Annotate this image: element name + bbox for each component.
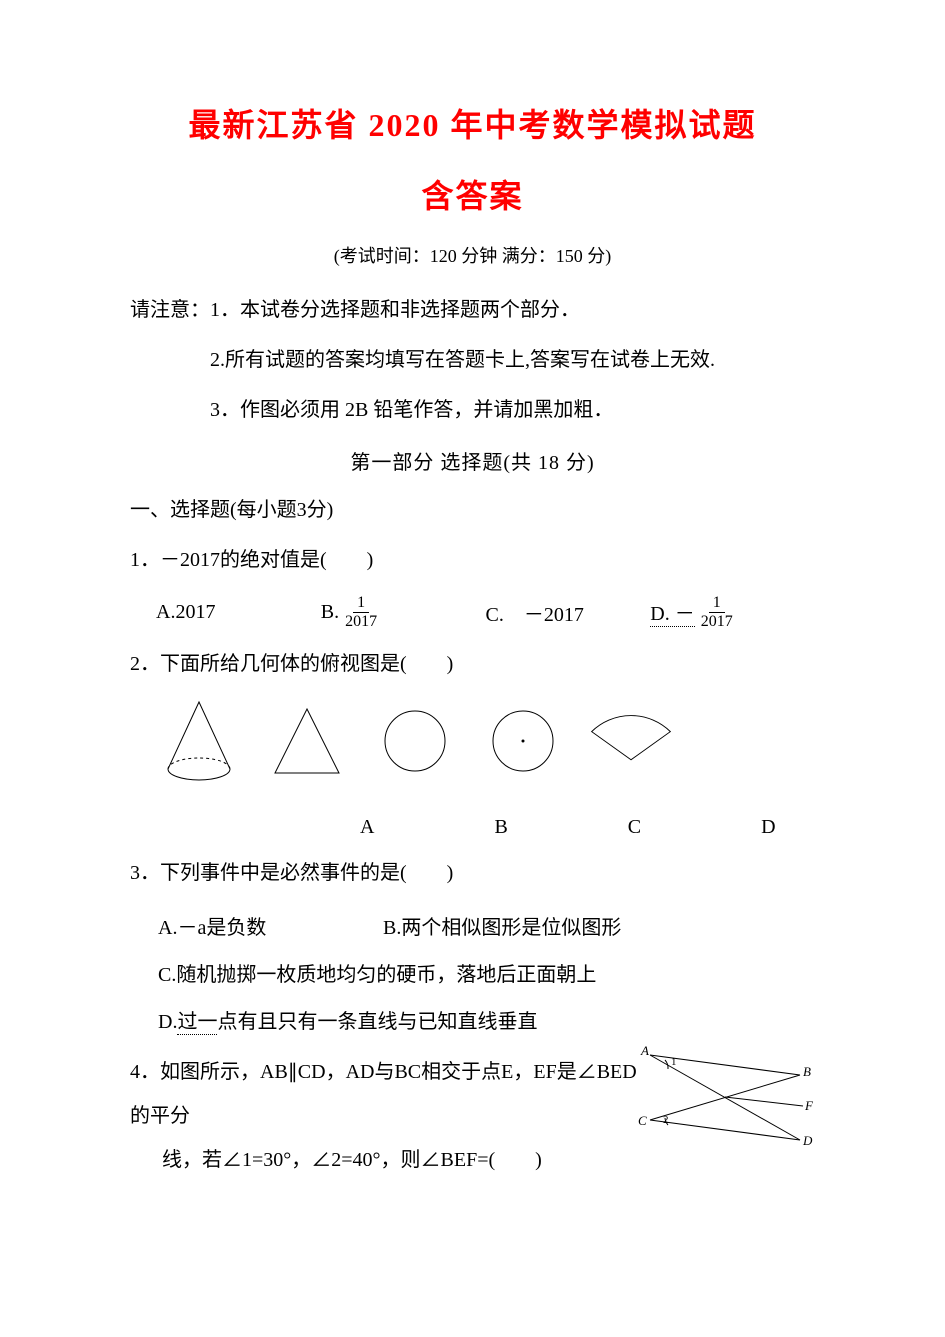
fig-label-B: B	[803, 1064, 811, 1079]
q1-opt-b-fraction: 1 2017	[341, 594, 381, 630]
doc-title-line2: 含答案	[130, 171, 815, 217]
question-2: 2．下面所给几何体的俯视图是( )	[130, 644, 815, 684]
q1-option-b: B. 1 2017	[321, 594, 486, 630]
q4-line2: 线，若∠1=30°，∠2=40°，则∠BEF=( )	[130, 1138, 645, 1182]
doc-title-line1: 最新江苏省 2020 年中考数学模拟试题	[130, 100, 815, 146]
section1-label: 一、选择题(每小题3分)	[130, 493, 815, 522]
notice-line-3: 3．作图必须用 2B 铅笔作答，并请加黑加粗．	[130, 388, 815, 432]
q3-opt-b: B.两个相似图形是位似图形	[383, 917, 621, 939]
q1-option-a: A.2017	[156, 594, 321, 630]
question-2-shapes	[130, 696, 815, 786]
q1-opt-d-den: 2017	[697, 613, 737, 631]
q2-label-c: C	[628, 816, 641, 839]
notice-line-2: 2.所有试题的答案均填写在答题卡上,答案写在试卷上无效.	[130, 338, 815, 382]
question-4-text: 4．如图所示，AB∥CD，AD与BC相交于点E，EF是∠BED的平分 线，若∠1…	[130, 1050, 645, 1182]
fig-label-A: A	[640, 1043, 649, 1058]
q1-opt-d-label: D. －	[650, 597, 694, 627]
question-1: 1．－2017的绝对值是( )	[130, 540, 815, 580]
q3-opt-d-prefix: D.	[158, 1011, 177, 1033]
fig-label-C: C	[638, 1113, 647, 1128]
question-3: 3．下列事件中是必然事件的是( )	[130, 853, 815, 893]
fig-label-F: F	[804, 1098, 814, 1113]
q3-opt-c: C.随机抛掷一枚质地均匀的硬币，落地后正面朝上	[130, 958, 815, 987]
q1-opt-c-label: C. －2017	[486, 598, 584, 627]
fig-angle-1: 1	[671, 1056, 677, 1068]
q1-option-c: C. －2017	[486, 594, 651, 630]
q3-opt-d-dotted: 过一	[177, 1011, 217, 1035]
q1-opt-b-num: 1	[353, 594, 369, 613]
circle-with-dot-icon	[478, 696, 568, 786]
q1-opt-a-label: A.2017	[156, 601, 215, 624]
fig-angle-2: 2	[663, 1114, 669, 1126]
q1-option-d: D. － 1 2017	[650, 594, 815, 630]
q3-option-row-ab: A.－a是负数 B.两个相似图形是位似图形	[130, 911, 815, 940]
sector-icon	[586, 696, 676, 786]
triangle-icon	[262, 696, 352, 786]
fig-label-D: D	[802, 1133, 813, 1148]
q1-opt-d-num: 1	[709, 594, 725, 613]
q3-opt-d: D.过一点有且只有一条直线与已知直线垂直	[130, 1005, 815, 1034]
q2-label-b: B	[494, 816, 507, 839]
q2-label-a: A	[360, 816, 374, 839]
question-2-labels: A B C D	[130, 816, 815, 839]
question-4-figure: A B C D F 1 2	[635, 1040, 815, 1150]
question-4: 4．如图所示，AB∥CD，AD与BC相交于点E，EF是∠BED的平分 线，若∠1…	[130, 1050, 815, 1182]
notice-line-1: 请注意：1．本试卷分选择题和非选择题两个部分．	[130, 288, 815, 332]
question-1-options: A.2017 B. 1 2017 C. －2017 D. － 1 2017	[130, 594, 815, 630]
q4-line1: 4．如图所示，AB∥CD，AD与BC相交于点E，EF是∠BED的平分	[130, 1050, 645, 1138]
q3-opt-d-rest: 点有且只有一条直线与已知直线垂直	[217, 1011, 537, 1033]
circle-icon	[370, 696, 460, 786]
q3-opt-a: A.－a是负数	[158, 911, 378, 940]
q2-label-d: D	[761, 816, 775, 839]
q1-opt-b-den: 2017	[341, 613, 381, 631]
exam-info: (考试时间：120 分钟 满分：150 分)	[130, 242, 815, 268]
q1-opt-d-fraction: 1 2017	[697, 594, 737, 630]
section-header: 第一部分 选择题(共 18 分)	[130, 446, 815, 475]
q1-opt-b-label: B.	[321, 601, 339, 624]
cone-icon	[154, 696, 244, 786]
